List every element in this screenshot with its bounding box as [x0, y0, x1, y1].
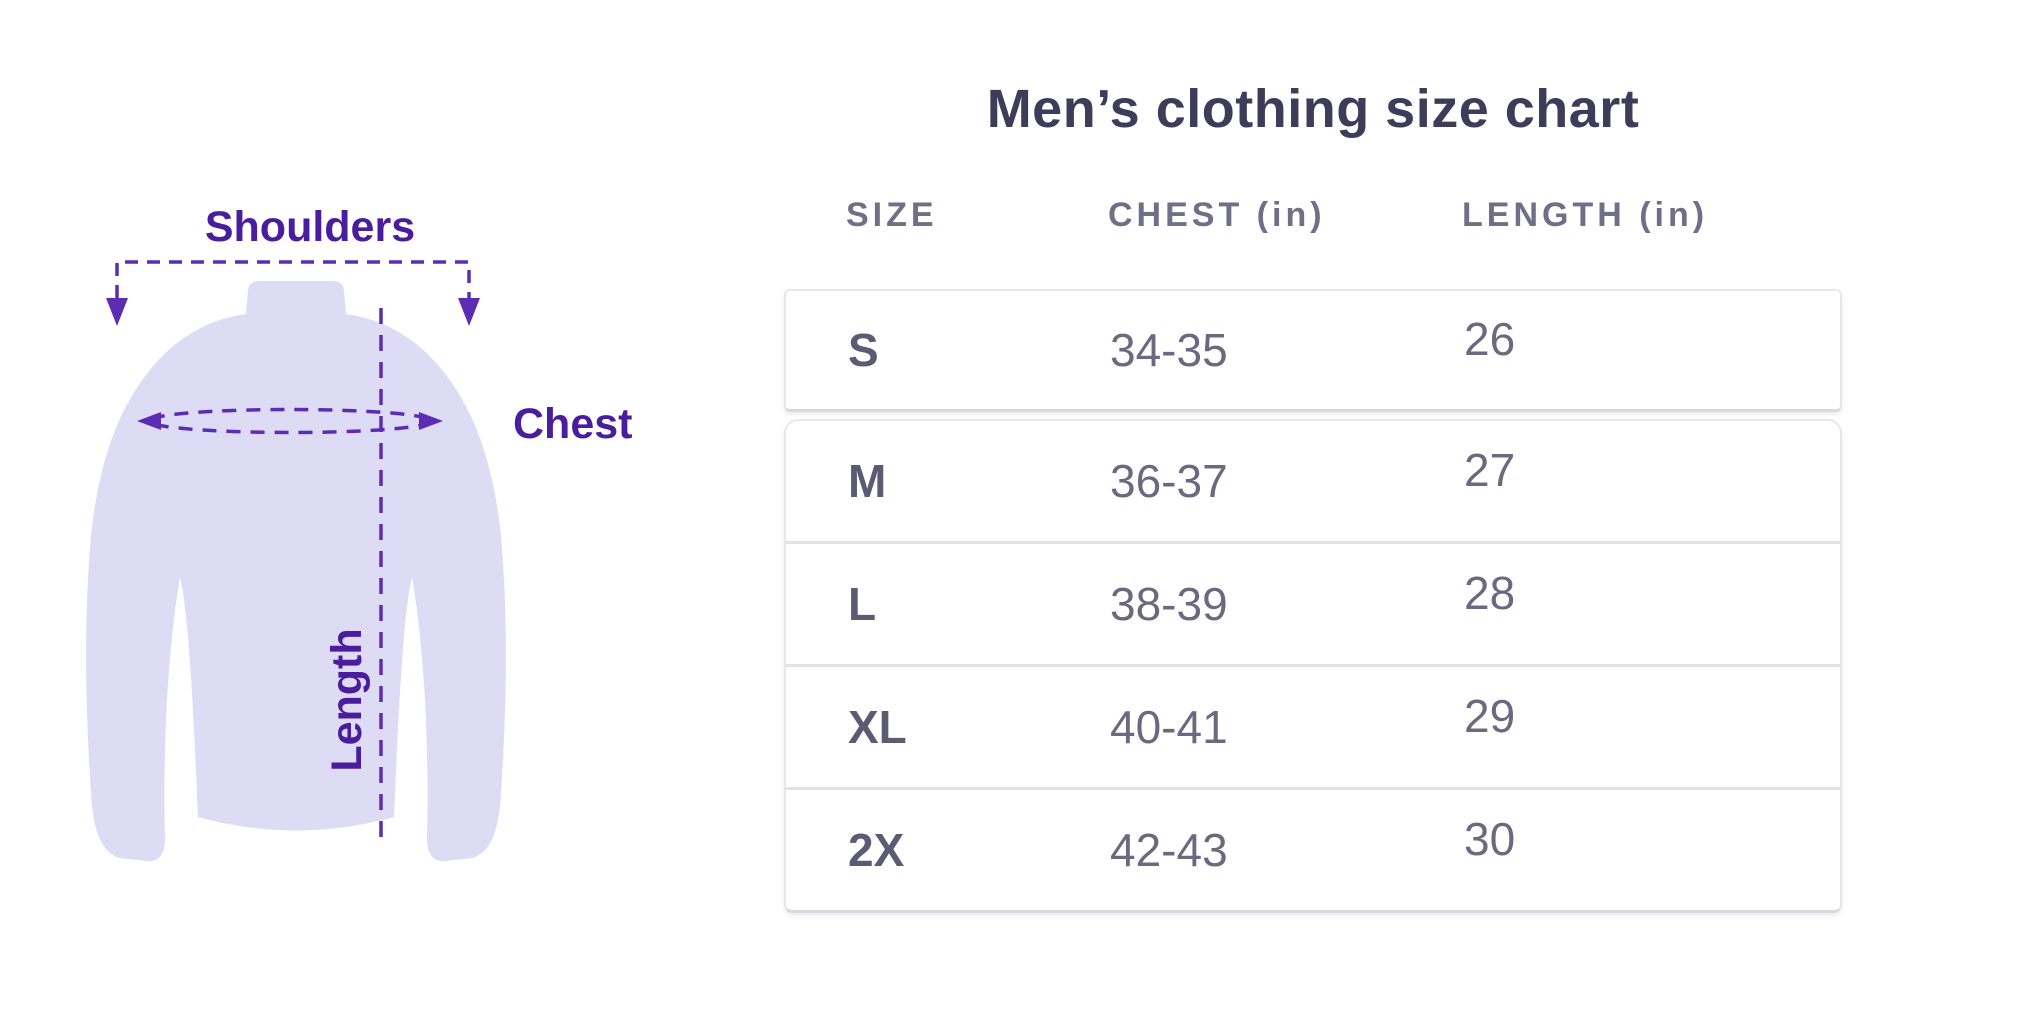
shirt-back-illustration — [86, 281, 506, 862]
chest-value: 38-39 — [1110, 578, 1228, 630]
size-value: S — [848, 324, 879, 376]
size-rows-card: M 36-37 27 L 38-39 28 XL 40-41 29 2X 42-… — [784, 419, 1842, 913]
length-value: 29 — [1464, 690, 1516, 742]
shoulders-measure-bracket — [115, 260, 471, 298]
length-value: 27 — [1464, 444, 1516, 496]
shirt-measurement-diagram: Shoulders Chest Length — [86, 203, 632, 862]
chest-value: 34-35 — [1110, 324, 1228, 376]
size-value: L — [848, 578, 877, 630]
table-row: 2X 42-43 30 — [786, 787, 1840, 910]
table-row: XL 40-41 29 — [786, 664, 1840, 787]
table-row: S 34-35 26 — [786, 291, 1840, 409]
table-row: M 36-37 27 — [786, 421, 1840, 541]
size-value: M — [848, 455, 887, 507]
length-label: Length — [323, 628, 371, 771]
length-value: 26 — [1464, 313, 1516, 365]
shoulders-arrow-right-icon — [458, 298, 480, 326]
size-value: XL — [848, 701, 907, 753]
chest-arrow-right-icon — [419, 412, 443, 430]
size-row-card-s: S 34-35 26 — [784, 289, 1842, 412]
page-title: Men’s clothing size chart — [986, 79, 1640, 139]
length-value: 30 — [1464, 813, 1516, 865]
chest-value: 42-43 — [1110, 824, 1228, 876]
shoulders-label: Shoulders — [205, 203, 415, 251]
chest-arrow-left-icon — [137, 412, 161, 430]
column-header-length: LENGTH (in) — [1462, 196, 1709, 234]
chest-value: 36-37 — [1110, 455, 1228, 507]
column-header-chest: CHEST (in) — [1108, 196, 1326, 234]
column-header-size: SIZE — [846, 196, 938, 234]
chest-label: Chest — [513, 400, 632, 448]
shoulders-arrow-left-icon — [106, 298, 128, 326]
size-value: 2X — [848, 824, 905, 876]
table-row: L 38-39 28 — [786, 541, 1840, 664]
length-value: 28 — [1464, 567, 1516, 619]
table-header-row: SIZE CHEST (in) LENGTH (in) — [784, 196, 1842, 240]
chest-value: 40-41 — [1110, 701, 1228, 753]
